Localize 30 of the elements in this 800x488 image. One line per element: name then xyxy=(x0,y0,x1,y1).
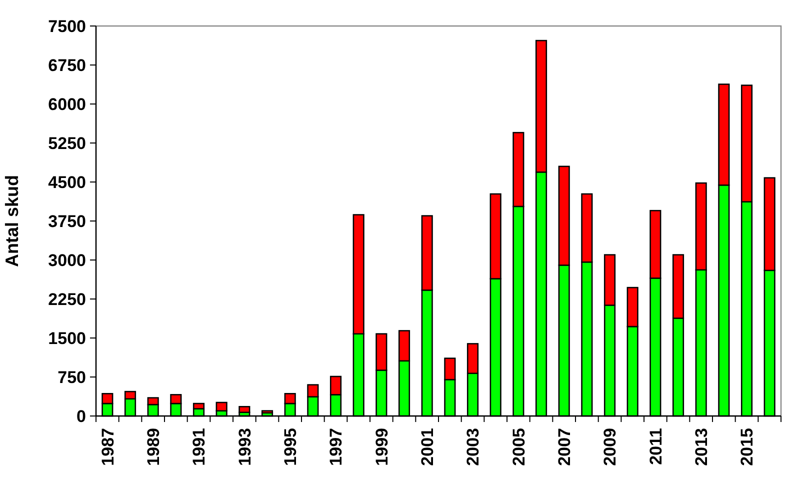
x-tick-label: 2003 xyxy=(464,428,483,466)
y-tick-label: 1500 xyxy=(48,328,86,348)
x-tick-label: 2013 xyxy=(692,428,712,466)
x-tick-label: 2005 xyxy=(509,428,528,466)
y-tick-label: 6000 xyxy=(48,94,86,114)
x-tick-label: 1991 xyxy=(190,428,209,466)
y-tick-label: 5250 xyxy=(48,134,86,153)
bar xyxy=(261,410,274,414)
y-tick-label: 7500 xyxy=(48,16,86,36)
y-axis-title: Antal skud xyxy=(2,174,22,268)
x-tick-label: 1995 xyxy=(281,428,300,466)
x-tick-label: 1997 xyxy=(326,428,346,466)
y-tick-label: 2250 xyxy=(48,290,86,309)
x-tick-label: 1989 xyxy=(144,428,164,466)
x-tick-label: 2011 xyxy=(646,428,666,465)
x-tick-label: 2001 xyxy=(418,428,438,466)
y-tick-label: 750 xyxy=(58,368,86,387)
y-tick-label: 6750 xyxy=(48,56,86,75)
y-tick-label: 0 xyxy=(76,406,86,426)
x-tick-label: 1993 xyxy=(235,428,254,466)
x-tick-label: 1987 xyxy=(98,428,118,466)
x-tick-label: 1999 xyxy=(372,428,392,466)
y-tick-label: 4500 xyxy=(48,172,86,192)
x-tick-label: 2007 xyxy=(555,428,574,466)
x-tick-label: 2015 xyxy=(738,428,757,466)
bar xyxy=(216,402,228,412)
y-tick-label: 3750 xyxy=(48,212,86,231)
bar xyxy=(238,406,250,414)
y-tick-label: 3000 xyxy=(48,250,86,270)
x-tick-label: 2009 xyxy=(600,428,620,466)
